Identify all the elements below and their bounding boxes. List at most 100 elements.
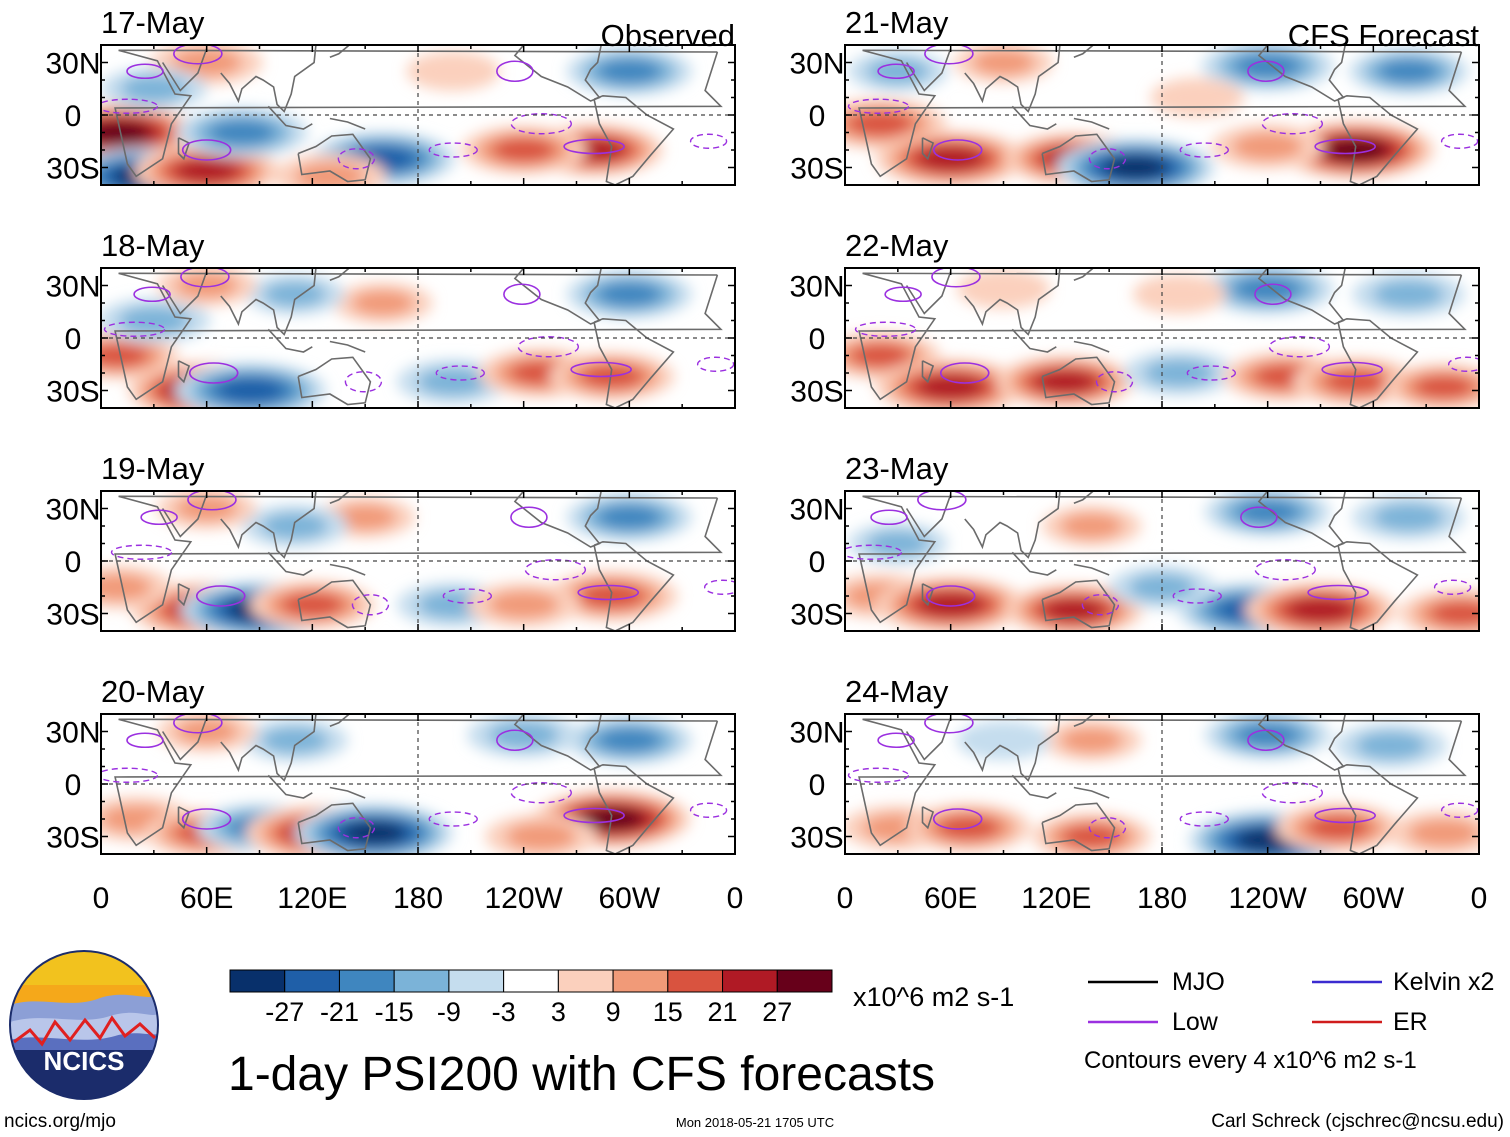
low-contour — [428, 142, 478, 158]
anomaly-core — [615, 65, 644, 77]
panel-19-May: 30N 0 30S 19-May — [45, 451, 736, 632]
low-contour — [1314, 138, 1376, 155]
y-tick-label: 30S — [790, 153, 843, 186]
low-contour — [689, 133, 728, 149]
low-contour — [854, 321, 917, 337]
x-tick-label: 0 — [837, 882, 854, 915]
anomaly-core — [865, 118, 895, 130]
low-contour — [703, 579, 735, 595]
x-tick-label: 120W — [484, 882, 563, 915]
low-contour — [110, 544, 173, 560]
low-contour — [173, 714, 223, 734]
low-contour — [428, 811, 478, 827]
coastline — [593, 763, 675, 854]
coastline — [177, 360, 191, 384]
low-contour — [1088, 817, 1127, 839]
x-tick-label: 120W — [1228, 882, 1307, 915]
anomaly-core — [1058, 604, 1090, 616]
low-contour — [847, 98, 910, 114]
low-contour — [1440, 802, 1479, 818]
anomaly-core — [1324, 822, 1352, 834]
coastline — [964, 268, 1061, 336]
anomaly-core — [1378, 740, 1404, 751]
column-header: CFS Forecast — [1288, 18, 1480, 53]
coastline — [513, 45, 602, 102]
colorbar-tick-label: -27 — [265, 997, 304, 1027]
colorbar-swatch — [229, 969, 286, 993]
colorbar-tick-label: 3 — [551, 997, 566, 1027]
low-contour — [133, 286, 171, 303]
footer-author: Carl Schreck (cjschrec@ncsu.edu) — [1211, 1111, 1504, 1132]
coastline — [513, 268, 602, 325]
coastline — [858, 495, 1467, 624]
coastline — [1073, 45, 1094, 59]
low-contour — [140, 509, 178, 526]
y-tick-label: 0 — [809, 323, 826, 356]
low-contour — [442, 588, 493, 604]
coastline — [1257, 491, 1346, 548]
coastline — [329, 786, 366, 799]
low-contour — [563, 807, 625, 824]
anomaly-core — [366, 152, 399, 165]
anomaly-core — [1396, 512, 1421, 523]
anomaly-core — [886, 66, 909, 76]
coastline — [114, 495, 723, 624]
low-contour — [1254, 283, 1292, 306]
coastline — [1257, 268, 1346, 325]
coastline — [114, 272, 723, 401]
x-tick-label: 60E — [180, 882, 233, 915]
low-contour — [181, 808, 232, 830]
coastline — [921, 806, 935, 830]
coastline — [1011, 105, 1057, 130]
footer-site-link[interactable]: ncics.org/mjo — [4, 1111, 116, 1132]
low-contour — [517, 336, 580, 358]
low-contour — [126, 732, 164, 749]
anomaly-core — [993, 735, 1014, 745]
panel-field — [101, 491, 735, 631]
coastline — [593, 540, 675, 631]
anomaly-core — [1080, 735, 1103, 745]
low-contour — [101, 98, 159, 114]
anomaly-core — [1186, 93, 1208, 102]
coastline — [1073, 268, 1094, 282]
panel-17-May: 30N 0 30S 17-May Observed — [45, 5, 736, 186]
coastline — [921, 137, 935, 161]
low-contour — [1247, 729, 1285, 752]
low-contour — [188, 362, 239, 384]
anomaly-core — [615, 734, 644, 746]
coastline — [297, 356, 372, 406]
colorbar-tick-label: -15 — [375, 997, 414, 1027]
coastline — [220, 714, 317, 782]
anomaly-core — [283, 735, 307, 745]
coastline — [905, 48, 952, 92]
low-contour — [173, 45, 223, 65]
low-contour — [1314, 807, 1376, 824]
colorbar: -27 -21 -15 -9 -3 3 9 15 21 27 — [229, 969, 833, 1027]
low-contour — [939, 362, 990, 384]
anomaly-core — [101, 126, 136, 139]
colorbar-tick-label: 21 — [708, 997, 738, 1027]
low-contour — [870, 509, 908, 526]
coastline — [1257, 45, 1346, 102]
x-tick-label: 180 — [1137, 882, 1187, 915]
low-contour — [1172, 588, 1222, 604]
coastline — [161, 717, 208, 761]
colorbar-swatch — [776, 969, 833, 993]
panel-20-May: 30N 0 30S 20-May — [45, 674, 736, 855]
low-contour — [932, 139, 983, 161]
panel-field — [101, 714, 735, 854]
coastline — [220, 268, 317, 336]
coastline — [177, 806, 191, 830]
anomaly-core — [1303, 603, 1338, 617]
anomaly-core — [1169, 289, 1190, 299]
coastline — [858, 272, 1467, 401]
anomaly-field — [101, 268, 693, 408]
colorbar-tick-label: 15 — [653, 997, 683, 1027]
low-contour — [925, 585, 976, 607]
coastline — [1337, 317, 1419, 408]
anomaly-core — [227, 127, 257, 138]
coastline — [1011, 551, 1057, 576]
coastline — [220, 491, 317, 559]
panel-field — [845, 268, 1479, 408]
coastline — [1337, 94, 1419, 185]
